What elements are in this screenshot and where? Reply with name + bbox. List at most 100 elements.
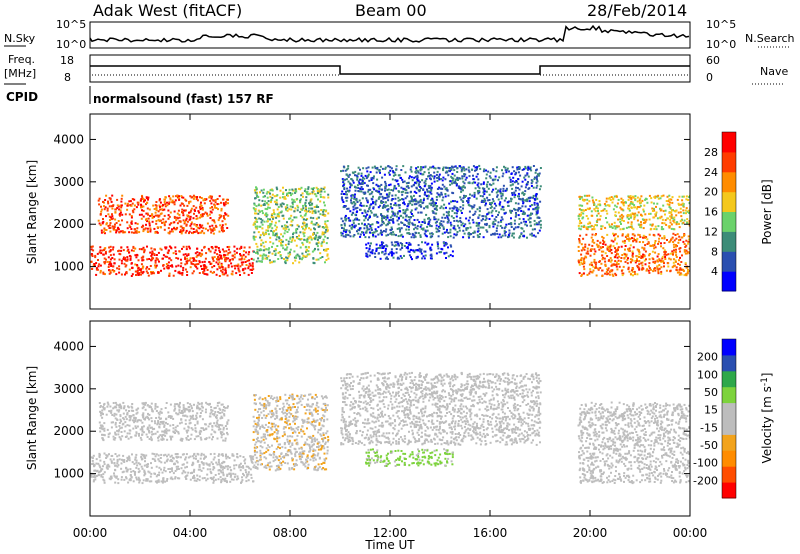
power-cell (381, 219, 384, 222)
power-cell (662, 194, 665, 197)
power-cell (260, 204, 263, 207)
power-cell (206, 222, 209, 225)
power-cell (369, 225, 372, 228)
power-cell (175, 257, 178, 259)
power-cell (412, 194, 415, 197)
power-cell (602, 237, 605, 239)
power-cell (221, 230, 224, 233)
power-cell (192, 205, 195, 208)
power-cell (437, 175, 440, 178)
power-cell (595, 233, 597, 235)
power-cell (157, 210, 160, 213)
power-cell (602, 239, 604, 242)
power-cell (288, 217, 291, 220)
velocity-cell (221, 462, 224, 465)
power-cell (392, 170, 394, 172)
power-cell (340, 197, 343, 200)
power-cell (419, 172, 422, 175)
power-cell (267, 233, 270, 236)
power-cell (420, 166, 422, 168)
power-cell (273, 195, 276, 198)
power-cell (377, 252, 380, 255)
power-cell (323, 204, 326, 207)
power-cell (597, 203, 600, 206)
power-cell (421, 221, 424, 223)
power-cell (483, 200, 486, 203)
power-cell (380, 183, 383, 186)
power-cell (517, 182, 520, 185)
power-cell (676, 271, 679, 274)
power-cell (295, 216, 298, 219)
power-cell (135, 274, 137, 276)
power-cell (490, 233, 493, 236)
power-cell (307, 186, 310, 189)
power-cell (628, 209, 631, 212)
power-cell (177, 197, 180, 200)
power-cell (406, 205, 409, 208)
power-cell (438, 195, 441, 198)
power-cell (458, 185, 460, 188)
power-cell (352, 219, 355, 222)
power-cell (380, 229, 382, 232)
power-cell (494, 187, 497, 190)
power-cell (586, 247, 589, 250)
power-cell (342, 165, 345, 168)
power-cell (279, 203, 282, 206)
power-cell (415, 200, 418, 203)
power-cell (284, 197, 287, 200)
power-cell (518, 166, 521, 169)
power-cell (379, 232, 382, 235)
power-cell (428, 187, 431, 190)
power-cell (476, 166, 479, 169)
power-cell (312, 190, 315, 193)
power-cell (140, 213, 143, 216)
power-cell (307, 187, 310, 190)
velocity-cell (147, 463, 149, 466)
power-cell (248, 262, 251, 265)
power-cell (500, 220, 503, 223)
power-cell (369, 209, 372, 212)
power-cell (351, 171, 354, 174)
power-cell (430, 199, 433, 202)
power-cell (147, 217, 150, 220)
power-cell (467, 219, 470, 222)
power-cell (241, 255, 244, 258)
velocity-cell (210, 476, 213, 479)
power-cell (128, 224, 131, 227)
power-cell (644, 250, 647, 253)
power-cell (305, 218, 308, 221)
power-cell (451, 209, 454, 212)
power-cell (392, 252, 395, 255)
power-cell (168, 245, 171, 248)
power-cell (177, 257, 180, 260)
power-cell (192, 197, 195, 200)
power-cell (371, 223, 374, 226)
power-cell (290, 214, 293, 217)
power-cell (341, 178, 344, 181)
power-cell (634, 195, 637, 198)
power-cell (224, 267, 227, 270)
power-cell (627, 268, 630, 271)
power-cell (214, 249, 217, 252)
power-cell (201, 208, 204, 211)
power-cell (404, 197, 407, 200)
power-cell (173, 201, 176, 204)
power-cell (150, 272, 153, 275)
power-cell (111, 257, 114, 259)
power-cell (136, 253, 138, 256)
velocity-cell (182, 463, 185, 466)
power-cell (591, 196, 594, 199)
velocity-cell (214, 478, 217, 481)
power-cell (492, 178, 495, 181)
power-cell (443, 203, 446, 206)
power-cell (453, 169, 456, 172)
power-cell (412, 184, 415, 187)
power-cell (604, 226, 607, 229)
power-cell (592, 265, 595, 268)
power-cell (487, 199, 490, 202)
power-cell (602, 256, 605, 259)
power-cell (652, 233, 655, 236)
power-cell (195, 198, 198, 200)
velocity-cell (95, 462, 98, 465)
power-cell (612, 274, 615, 277)
